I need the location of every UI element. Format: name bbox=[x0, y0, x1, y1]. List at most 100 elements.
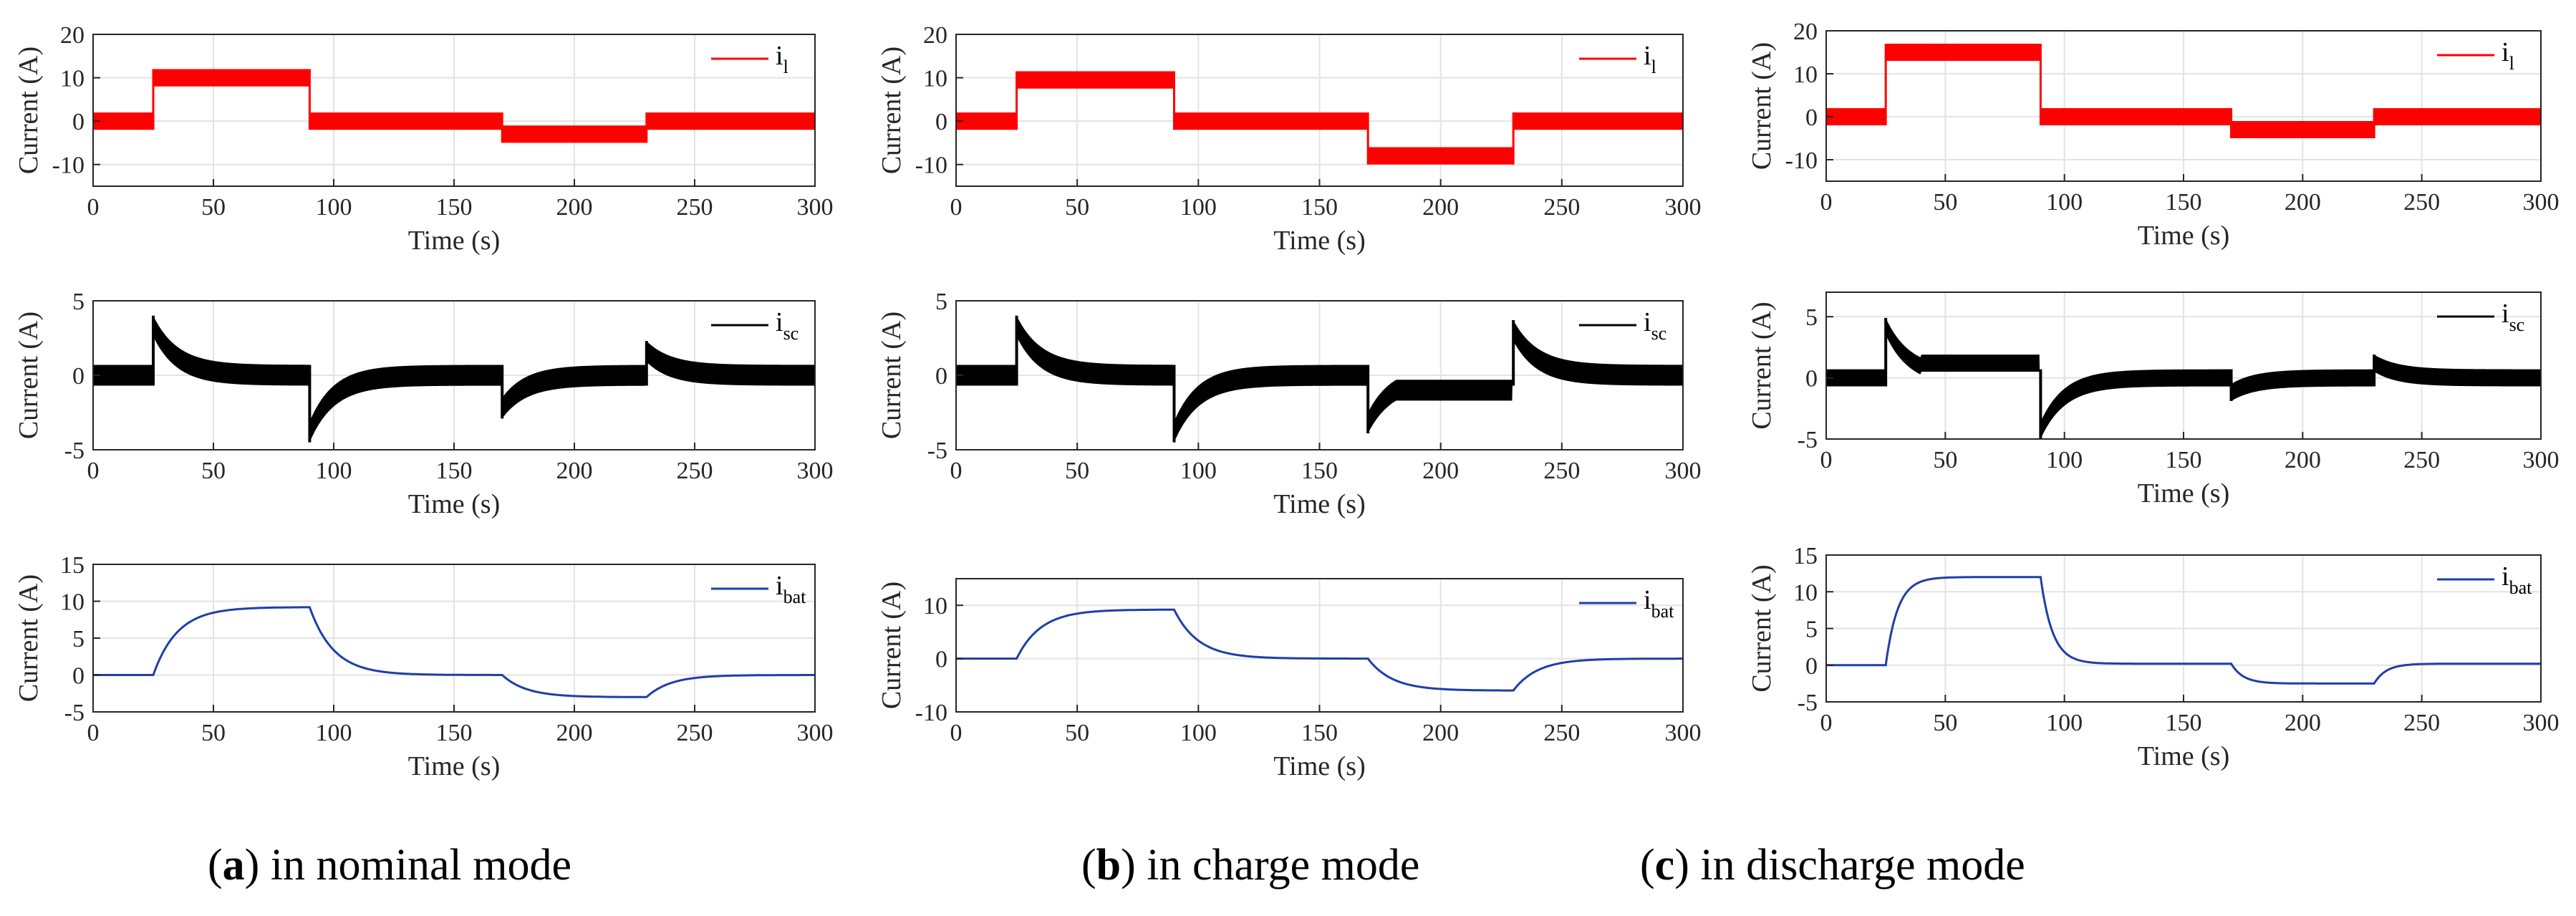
x-axis-label: Time (s) bbox=[408, 489, 500, 519]
x-tick-label: 300 bbox=[2523, 710, 2560, 736]
y-tick-label: 10 bbox=[60, 589, 85, 616]
x-tick-label: 100 bbox=[2046, 710, 2083, 736]
legend-label: il bbox=[2502, 37, 2514, 74]
legend-label: ibat bbox=[1644, 585, 1674, 622]
y-tick-label: 0 bbox=[935, 109, 947, 135]
x-tick-label: 150 bbox=[2166, 189, 2202, 216]
legend-label: isc bbox=[2502, 299, 2524, 335]
y-tick-label: 10 bbox=[1793, 62, 1818, 88]
series-segment bbox=[93, 112, 153, 130]
y-tick-label: 0 bbox=[935, 363, 947, 390]
x-tick-label: 300 bbox=[2523, 189, 2560, 216]
x-tick-label: 250 bbox=[677, 194, 713, 221]
series-segment bbox=[153, 69, 310, 87]
x-axis-label: Time (s) bbox=[1273, 226, 1365, 256]
x-tick-label: 100 bbox=[1180, 720, 1217, 746]
x-tick-label: 150 bbox=[436, 194, 473, 221]
x-tick-label: 50 bbox=[1933, 189, 1957, 216]
series-segment bbox=[2231, 121, 2375, 138]
x-axis-label: Time (s) bbox=[408, 751, 500, 781]
y-tick-label: 0 bbox=[1805, 366, 1818, 392]
x-tick-label: 250 bbox=[2403, 447, 2440, 473]
x-tick-label: 300 bbox=[1665, 194, 1702, 221]
caption-c: (c) in discharge mode bbox=[1640, 841, 2025, 890]
x-tick-label: 200 bbox=[2285, 447, 2321, 473]
y-tick-label: 10 bbox=[60, 66, 85, 92]
x-tick-label: 0 bbox=[1820, 710, 1833, 736]
y-axis-label: Current (A) bbox=[1747, 564, 1777, 692]
legend-label: il bbox=[776, 41, 788, 77]
y-axis-label: Current (A) bbox=[1747, 42, 1777, 170]
series-segment bbox=[646, 112, 815, 130]
x-tick-label: 150 bbox=[2166, 447, 2202, 473]
x-tick-label: 0 bbox=[87, 720, 100, 746]
x-tick-label: 150 bbox=[1301, 458, 1338, 484]
x-tick-label: 200 bbox=[556, 720, 593, 746]
series-segment bbox=[309, 112, 503, 130]
y-tick-label: -10 bbox=[52, 153, 85, 179]
series-line bbox=[956, 608, 1683, 692]
y-tick-label: 20 bbox=[1793, 19, 1818, 45]
y-tick-label: -10 bbox=[1785, 148, 1818, 174]
x-axis-label: Time (s) bbox=[408, 226, 500, 256]
y-axis-label: Current (A) bbox=[877, 312, 907, 439]
x-tick-label: 250 bbox=[1543, 720, 1580, 746]
series-line bbox=[1826, 576, 2541, 685]
y-tick-label: 0 bbox=[1805, 653, 1818, 680]
x-tick-label: 50 bbox=[201, 194, 226, 221]
y-tick-label: -5 bbox=[64, 700, 85, 726]
x-tick-label: 200 bbox=[1422, 720, 1459, 746]
x-tick-label: 200 bbox=[556, 194, 593, 221]
y-tick-label: 15 bbox=[60, 552, 85, 579]
caption-b-letter: b bbox=[1096, 841, 1121, 890]
y-tick-label: -5 bbox=[927, 438, 947, 464]
caption-c-letter: c bbox=[1655, 841, 1675, 890]
x-tick-label: 0 bbox=[87, 194, 100, 221]
y-tick-label: 10 bbox=[923, 66, 947, 92]
plot-area bbox=[93, 69, 815, 143]
x-tick-label: 50 bbox=[1065, 194, 1089, 221]
y-tick-label: 5 bbox=[72, 289, 85, 315]
caption-b-text: in charge mode bbox=[1147, 841, 1419, 890]
x-tick-label: 150 bbox=[1301, 720, 1338, 746]
plot-area bbox=[956, 315, 1683, 443]
caption-a-text: in nominal mode bbox=[271, 841, 571, 890]
series-band bbox=[956, 315, 1683, 443]
plot-area bbox=[1826, 44, 2541, 138]
y-tick-label: -10 bbox=[915, 700, 947, 726]
series-segment bbox=[1513, 112, 1683, 130]
series-band bbox=[1826, 317, 2541, 439]
series-segment bbox=[1886, 44, 2041, 61]
x-tick-label: 100 bbox=[316, 458, 352, 484]
x-axis-label: Time (s) bbox=[1273, 751, 1365, 781]
x-axis-label: Time (s) bbox=[2138, 221, 2229, 251]
y-tick-label: -5 bbox=[64, 438, 85, 464]
y-tick-label: 20 bbox=[60, 22, 85, 49]
y-tick-label: 20 bbox=[923, 22, 947, 49]
x-tick-label: 50 bbox=[201, 720, 226, 746]
x-tick-label: 300 bbox=[797, 194, 834, 221]
caption-a: (a) in nominal mode bbox=[208, 841, 571, 890]
y-tick-label: 10 bbox=[1793, 579, 1818, 606]
legend-label: ibat bbox=[776, 571, 806, 607]
x-tick-label: 250 bbox=[1543, 194, 1580, 221]
x-tick-label: 250 bbox=[1543, 458, 1580, 484]
x-tick-label: 250 bbox=[2403, 189, 2440, 216]
x-tick-label: 0 bbox=[1820, 447, 1833, 473]
y-tick-label: 0 bbox=[935, 647, 947, 673]
series-segment bbox=[956, 112, 1017, 130]
x-tick-label: 200 bbox=[1422, 458, 1459, 484]
y-axis-label: Current (A) bbox=[14, 312, 44, 439]
x-tick-label: 50 bbox=[1933, 447, 1957, 473]
series-segment bbox=[1016, 71, 1174, 89]
x-tick-label: 150 bbox=[436, 458, 473, 484]
x-tick-label: 150 bbox=[1301, 194, 1338, 221]
y-tick-label: 0 bbox=[72, 363, 85, 390]
y-axis-label: Current (A) bbox=[14, 47, 44, 174]
x-tick-label: 50 bbox=[1065, 458, 1089, 484]
series-segment bbox=[2374, 108, 2541, 125]
plot-area bbox=[956, 71, 1683, 165]
